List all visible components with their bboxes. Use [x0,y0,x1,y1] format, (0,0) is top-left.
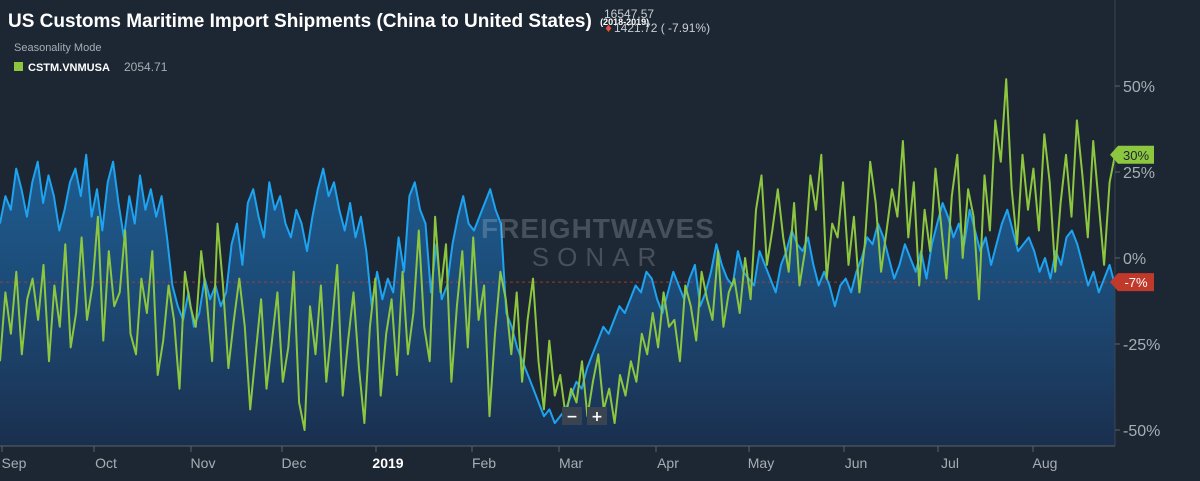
x-tick-label: Aug [1033,455,1058,471]
chart-title-suffix: (2018-2019) [600,17,649,27]
zoom-in-icon[interactable]: + [591,409,603,425]
legend-series-name: CSTM.VNMUSA [28,62,110,74]
y-tick-label: 25% [1123,165,1155,182]
x-tick-label: Mar [559,455,583,471]
seasonality-mode-label: Seasonality Mode [14,42,101,54]
value-badges: 30% -7% [1110,145,1154,292]
x-tick-label: Oct [95,455,117,471]
chart-title: US Customs Maritime Import Shipments (Ch… [8,11,649,32]
zoom-out-bg[interactable] [562,407,582,425]
change-text: 1421.72 ( -7.91%) [614,21,710,35]
zoom-controls: − + [562,407,607,425]
x-tick-label: May [748,455,774,471]
y-tick-label: -25% [1123,337,1160,354]
watermark-line1: FREIGHTWAVES [481,213,715,244]
y-tick-label: 0% [1123,251,1146,268]
legend-green-swatch [14,62,23,71]
zoom-in-button[interactable]: + [587,407,607,425]
plot-area [0,0,1116,447]
badge-label: 30% [1123,148,1149,163]
x-tick-label: Feb [472,455,496,471]
zoom-out-button[interactable]: − [562,407,582,425]
x-tick-label: Dec [282,455,307,471]
badge-shape [1110,145,1154,164]
x-tick-label: Jul [941,455,959,471]
zoom-in-bg[interactable] [587,407,607,425]
y-tick-label: -50% [1123,423,1160,440]
badge-green: 30% [1110,145,1154,164]
watermark-line2: SONAR [532,242,664,272]
green-series-line [0,78,1116,431]
badge-label: -7% [1124,275,1148,290]
badge-shape [1110,273,1154,292]
chart-header: US Customs Maritime Import Shipments (Ch… [8,7,710,74]
change-arrow: ♦ [604,24,613,35]
x-axis: Sep Oct Nov Dec 2019 Feb Mar Apr May Jun Jul Aug [1,446,1058,471]
x-tick-label: Nov [191,455,216,471]
x-tick-label: Jun [845,455,868,471]
x-tick-label: Sep [2,455,27,471]
zoom-out-icon[interactable]: − [566,409,578,425]
blue-series-area [0,154,1115,447]
y-tick-label: 50% [1123,79,1155,96]
badge-red: -7% [1110,273,1154,292]
x-tick-label: 2019 [372,455,403,471]
watermark: FREIGHTWAVES SONAR [481,213,715,272]
current-value: 16547.57 [604,7,654,21]
y-axis: 50% 25% 0% -25% -50% [1115,79,1160,440]
legend-series-value: 2054.71 [124,60,168,74]
blue-series-line [0,153,1116,425]
x-tick-label: Apr [657,455,679,471]
chart-title-main: US Customs Maritime Import Shipments (Ch… [8,11,592,32]
